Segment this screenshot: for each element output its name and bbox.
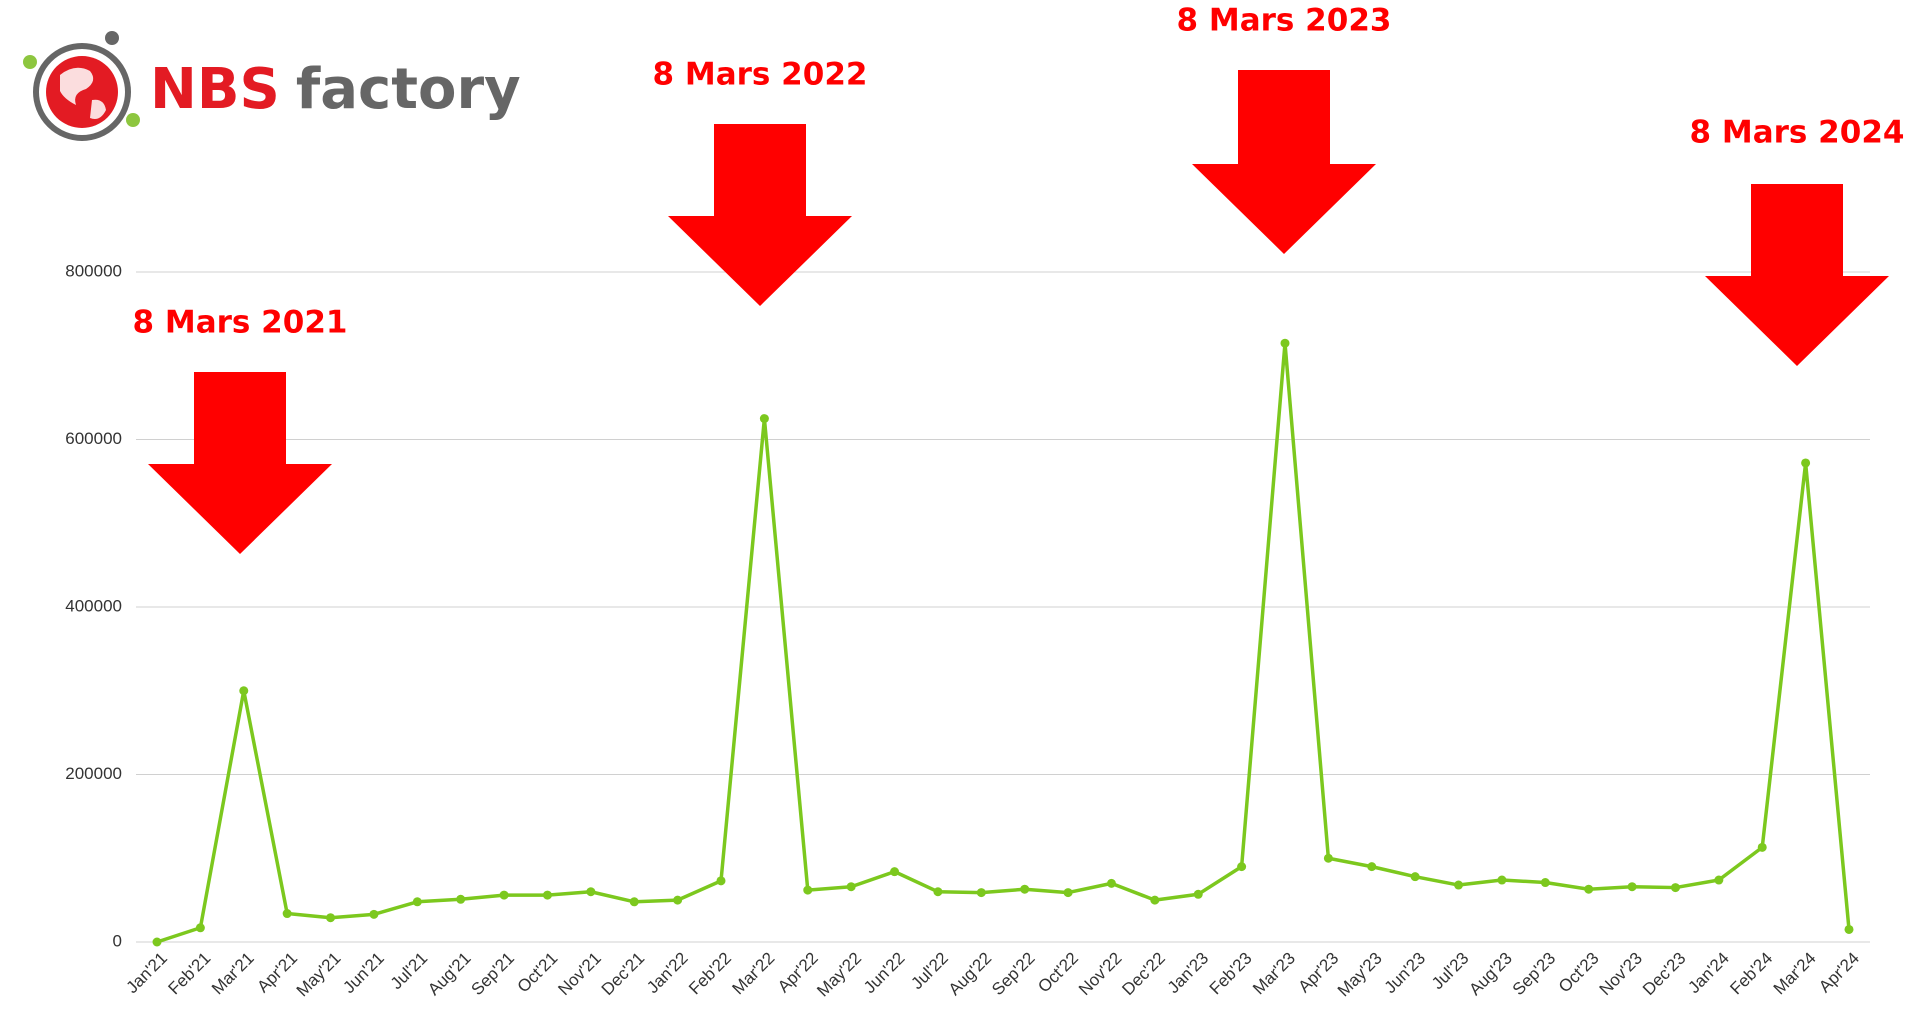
- annotation: 8 Mars 2022: [653, 57, 868, 93]
- data-point: [1020, 884, 1030, 894]
- data-point: [542, 890, 552, 900]
- data-point: [803, 885, 813, 895]
- data-point: [1627, 882, 1637, 892]
- data-point: [1454, 880, 1464, 890]
- x-tick-label: Apr'24: [1815, 949, 1863, 997]
- data-point: [716, 876, 726, 886]
- data-point: [1844, 924, 1854, 934]
- x-tick-label: Mar'23: [1249, 949, 1299, 999]
- data-point: [152, 937, 162, 947]
- x-tick-label: May'23: [1334, 949, 1386, 1001]
- annotation-arrow: [668, 124, 852, 306]
- data-point: [1584, 884, 1594, 894]
- logo-dot: [23, 55, 37, 69]
- x-tick-label: Jun'21: [339, 949, 387, 997]
- logo-dot: [126, 113, 140, 127]
- x-tick-label: Feb'24: [1726, 949, 1776, 999]
- data-point: [326, 913, 336, 923]
- x-tick-label: Aug'21: [424, 949, 474, 999]
- x-tick-label: Jan'23: [1164, 949, 1212, 997]
- logo-nbs: NBS: [150, 57, 280, 122]
- y-tick-label: 600000: [65, 429, 122, 448]
- data-point: [1540, 878, 1550, 888]
- annotation: 8 Mars 2021: [133, 305, 348, 341]
- data-point: [1323, 853, 1333, 863]
- data-point: [629, 897, 639, 907]
- x-tick-label: Mar'21: [208, 949, 258, 999]
- x-tick-label: Sep'23: [1509, 949, 1559, 999]
- x-tick-label: Mar'22: [729, 949, 779, 999]
- x-tick-label: Jun'23: [1381, 949, 1429, 997]
- data-point: [1801, 458, 1811, 468]
- y-tick-label: 400000: [65, 596, 122, 615]
- y-tick-label: 800000: [65, 261, 122, 280]
- x-tick-label: Nov'23: [1596, 949, 1646, 999]
- annotation-arrow: [1705, 184, 1889, 366]
- data-point: [673, 895, 683, 905]
- data-point: [1106, 878, 1116, 888]
- x-tick-label: Jan'22: [643, 949, 691, 997]
- y-tick-label: 200000: [65, 764, 122, 783]
- x-tick-label: Nov'21: [554, 949, 604, 999]
- x-tick-label: May'22: [813, 949, 865, 1001]
- x-tick-label: Feb'23: [1206, 949, 1256, 999]
- data-point: [239, 686, 249, 696]
- x-tick-label: Jun'22: [860, 949, 908, 997]
- x-tick-label: Jan'24: [1684, 949, 1732, 997]
- data-point: [1367, 862, 1377, 872]
- data-point: [1063, 888, 1073, 898]
- x-tick-label: Oct'22: [1034, 949, 1082, 997]
- logo-dot: [105, 31, 119, 45]
- data-line: [156, 341, 1851, 944]
- data-point: [1410, 872, 1420, 882]
- logo-factory: factory: [296, 57, 521, 122]
- data-point: [456, 894, 466, 904]
- data-point: [1150, 895, 1160, 905]
- x-tick-label: Oct'23: [1555, 949, 1603, 997]
- logo-ring: [33, 43, 131, 141]
- data-point: [499, 890, 509, 900]
- data-point: [1280, 338, 1290, 348]
- data-point: [1714, 875, 1724, 885]
- x-tick-label: Oct'21: [514, 949, 562, 997]
- data-point: [890, 867, 900, 877]
- annotation-arrow: [148, 372, 332, 554]
- data-point: [1237, 862, 1247, 872]
- x-tick-label: Nov'22: [1075, 949, 1125, 999]
- data-point: [933, 887, 943, 897]
- y-tick-label: 0: [113, 931, 122, 950]
- x-tick-label: Feb'21: [165, 949, 215, 999]
- data-point: [412, 897, 422, 907]
- data-point: [1497, 875, 1507, 885]
- x-tick-label: Aug'23: [1465, 949, 1515, 999]
- data-point: [369, 909, 379, 919]
- x-tick-label: Dec'21: [598, 949, 648, 999]
- data-point: [282, 909, 292, 919]
- x-tick-label: Sep'21: [468, 949, 518, 999]
- data-point: [846, 882, 856, 892]
- logo: NBS factory: [23, 31, 521, 141]
- annotation: 8 Mars 2024: [1690, 115, 1905, 151]
- x-tick-label: Feb'22: [685, 949, 735, 999]
- data-point: [759, 414, 769, 424]
- x-tick-label: Sep'22: [988, 949, 1038, 999]
- data-point: [1193, 889, 1203, 899]
- data-point: [1757, 842, 1767, 852]
- logo-text: NBS factory: [150, 57, 521, 122]
- x-tick-label: Mar'24: [1770, 949, 1820, 999]
- x-tick-label: Dec'23: [1639, 949, 1689, 999]
- x-tick-label: Aug'22: [945, 949, 995, 999]
- x-tick-label: May'21: [293, 949, 345, 1001]
- data-point: [195, 923, 205, 933]
- data-point: [976, 888, 986, 898]
- x-tick-label: Jan'21: [123, 949, 171, 997]
- x-tick-label: Dec'22: [1118, 949, 1168, 999]
- data-point: [586, 887, 596, 897]
- logo-globe: [46, 56, 118, 128]
- logo-continents: [60, 67, 106, 119]
- data-point: [1670, 883, 1680, 893]
- annotation-arrow: [1192, 70, 1376, 254]
- annotation: 8 Mars 2023: [1177, 3, 1392, 39]
